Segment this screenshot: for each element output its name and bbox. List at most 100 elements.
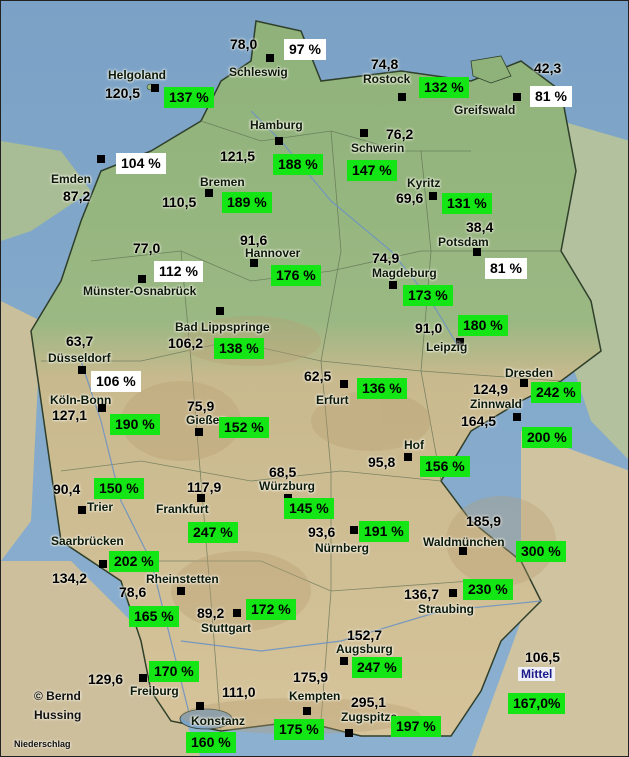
city-label-zugspitze: Zugspitze: [341, 710, 397, 724]
station-marker-dresden: [520, 379, 528, 387]
pct-badge-rheinstetten: 165 %: [129, 606, 179, 627]
station-marker-stuttgart: [233, 609, 241, 617]
pct-badge-rostock: 132 %: [419, 77, 469, 98]
station-marker-potsdam: [473, 248, 481, 256]
city-label-saarbruecken: Saarbrücken: [51, 534, 124, 548]
pct-badge-bremen: 189 %: [222, 192, 272, 213]
station-marker-zinnwald: [513, 413, 521, 421]
value-schwerin: 76,2: [386, 126, 414, 142]
city-label-dresden: Dresden: [505, 366, 554, 380]
station-marker-waldmuenchen: [459, 547, 467, 555]
pct-badge-waldmuenchen: 300 %: [516, 541, 566, 562]
value-waldmuenchen: 185,9: [466, 513, 502, 529]
pct-badge-kyritz: 131 %: [442, 193, 492, 214]
value-potsdam: 38,4: [466, 219, 494, 235]
value-magdeburg: 74,9: [372, 250, 400, 266]
value-muenster: 77,0: [133, 240, 161, 256]
city-label-zinnwald: Zinnwald: [470, 397, 522, 411]
station-marker-rostock: [398, 93, 406, 101]
pct-badge-duesseldorf: 106 %: [91, 371, 141, 392]
pct-badge-koeln: 190 %: [110, 414, 160, 435]
pct-badge-wuerzburg: 145 %: [284, 498, 334, 519]
pct-badge-saarbruecken: 202 %: [109, 551, 159, 572]
value-zinnwald: 164,5: [461, 413, 497, 429]
city-label-frankfurt: Frankfurt: [156, 502, 209, 516]
city-label-lippspringe: Bad Lippspringe: [175, 320, 270, 334]
city-label-bremen: Bremen: [200, 175, 245, 189]
city-label-erfurt: Erfurt: [316, 393, 349, 407]
value-hof: 95,8: [368, 454, 396, 470]
credit-line-2: Hussing: [34, 708, 82, 722]
value-lippspringe: 106,2: [168, 335, 204, 351]
station-marker-koeln: [98, 404, 106, 412]
value-augsburg: 152,7: [347, 627, 383, 643]
pct-badge-lippspringe: 138 %: [214, 338, 264, 359]
city-label-schleswig: Schleswig: [229, 65, 288, 79]
station-marker-trier: [78, 506, 86, 514]
station-marker-hamburg: [275, 137, 283, 145]
value-rostock: 74,8: [371, 56, 399, 72]
station-marker-kempten: [303, 707, 311, 715]
station-marker-lippspringe: [216, 307, 224, 315]
value-nuernberg: 93,6: [308, 524, 336, 540]
value-zugspitze: 295,1: [351, 694, 387, 710]
city-label-rheinstetten: Rheinstetten: [146, 572, 219, 586]
pct-badge-zinnwald: 200 %: [522, 427, 572, 448]
station-marker-nuernberg: [350, 526, 358, 534]
city-label-duesseldorf: Düsseldorf: [48, 351, 111, 365]
city-label-rostock: Rostock: [363, 72, 411, 86]
pct-badge-giessen: 152 %: [219, 417, 269, 438]
city-label-leipzig: Leipzig: [426, 340, 468, 354]
pct-badge-kempten: 175 %: [274, 719, 324, 740]
pct-badge-freiburg: 170 %: [149, 661, 199, 682]
station-marker-hof: [404, 453, 412, 461]
city-label-stuttgart: Stuttgart: [201, 621, 251, 635]
pct-badge-stuttgart: 172 %: [246, 599, 296, 620]
value-kempten: 175,9: [293, 669, 329, 685]
value-rheinstetten: 78,6: [119, 584, 147, 600]
pct-badge-dresden: 242 %: [531, 382, 581, 403]
pct-badge-hof: 156 %: [420, 456, 470, 477]
city-label-wuerzburg: Würzburg: [259, 479, 315, 493]
value-greifswald: 42,3: [534, 60, 562, 76]
value-freiburg: 129,6: [88, 671, 124, 687]
pct-badge-konstanz: 160 %: [186, 732, 236, 753]
pct-badge-straubing: 230 %: [463, 579, 513, 600]
credit-line-1: © Bernd: [34, 689, 81, 703]
station-marker-freiburg: [139, 674, 147, 682]
station-marker-greifswald: [513, 93, 521, 101]
city-label-emden: Emden: [51, 172, 92, 186]
station-marker-emden: [97, 155, 105, 163]
city-label-potsdam: Potsdam: [438, 235, 489, 249]
station-marker-duesseldorf: [78, 366, 86, 374]
station-marker-magdeburg: [389, 281, 397, 289]
station-marker-frankfurt: [197, 494, 205, 502]
city-label-trier: Trier: [87, 500, 114, 514]
city-label-freiburg: Freiburg: [130, 684, 179, 698]
value-stuttgart: 89,2: [197, 605, 225, 621]
station-marker-bremen: [205, 189, 213, 197]
value-kyritz: 69,6: [396, 190, 424, 206]
city-label-koeln: Köln-Bonn: [50, 393, 112, 407]
station-marker-zugspitze: [345, 729, 353, 737]
value-hamburg: 121,5: [220, 148, 256, 164]
station-marker-straubing: [449, 589, 457, 597]
city-label-hamburg: Hamburg: [250, 118, 303, 132]
station-marker-leipzig: [456, 338, 464, 346]
city-label-schwerin: Schwerin: [351, 141, 405, 155]
pct-badge-nuernberg: 191 %: [359, 521, 409, 542]
pct-badge-schwerin: 147 %: [347, 160, 397, 181]
pct-badge-erfurt: 136 %: [357, 378, 407, 399]
city-label-nuernberg: Nürnberg: [315, 541, 369, 555]
pct-badge-greifswald: 81 %: [530, 86, 572, 107]
value-giessen: 75,9: [187, 398, 215, 414]
pct-badge-helgoland: 137 %: [164, 87, 214, 108]
station-marker-augsburg: [340, 657, 348, 665]
value-emden: 87,2: [63, 188, 91, 204]
city-label-hof: Hof: [404, 438, 424, 452]
mean-label: Mittel: [518, 667, 556, 681]
station-marker-rheinstetten: [177, 587, 185, 595]
pct-badge-hamburg: 188 %: [273, 154, 323, 175]
value-dresden: 124,9: [473, 381, 509, 397]
